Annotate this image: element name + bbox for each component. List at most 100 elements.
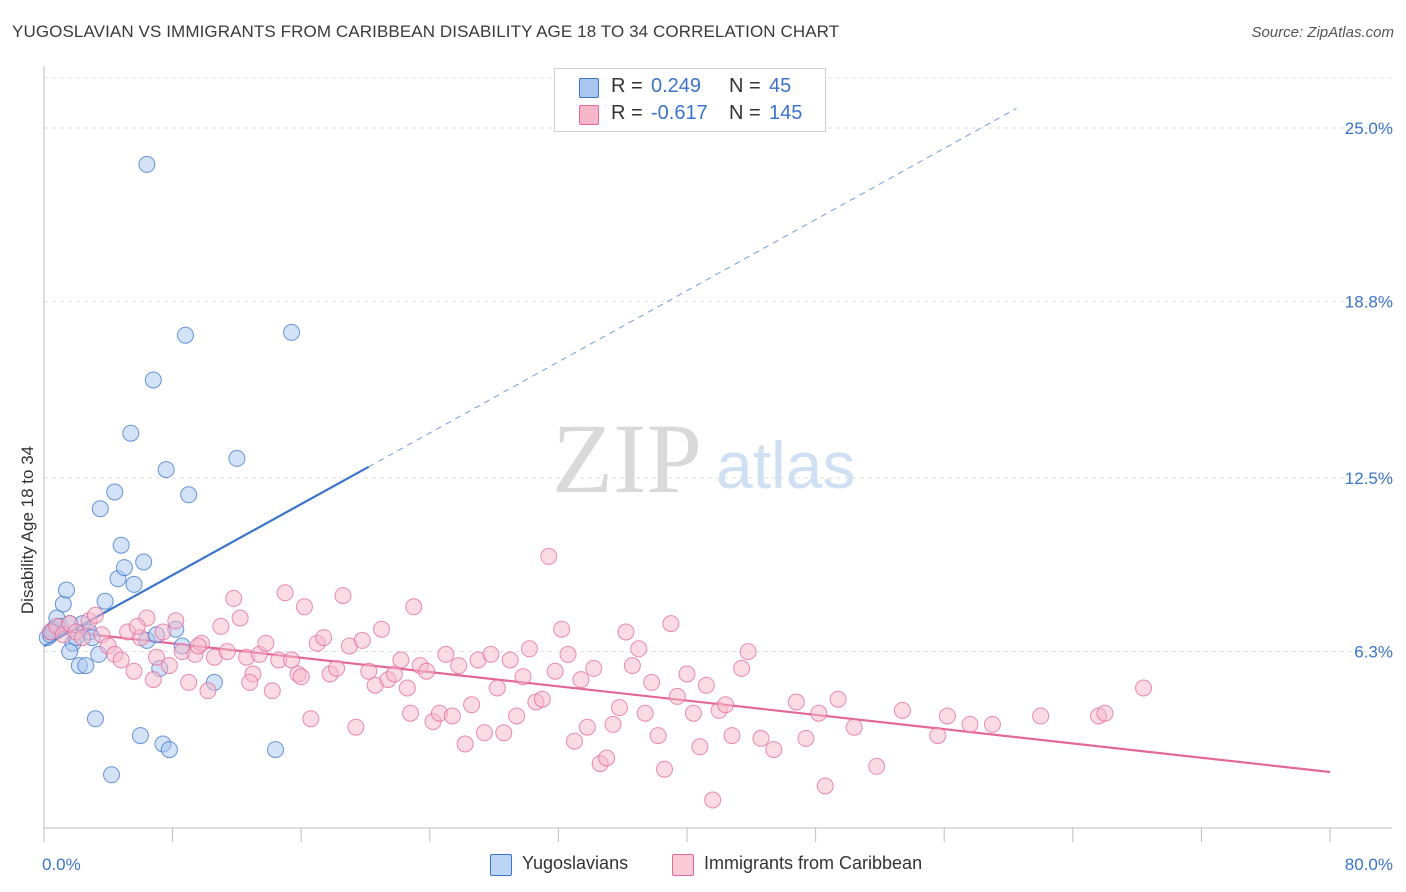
caribbean-point — [691, 738, 709, 756]
caribbean-point — [225, 589, 243, 607]
caribbean-point — [231, 609, 249, 627]
caribbean-point — [752, 729, 770, 747]
legend-r-value: 0.249 — [651, 75, 702, 97]
caribbean-point — [353, 631, 371, 649]
tick-labels: 6.3% 12.5% 18.8% 25.0% 0.0% 80.0% — [42, 119, 1393, 874]
caribbean-point — [315, 629, 333, 647]
caribbean-point — [585, 659, 603, 677]
caribbean-point — [668, 687, 686, 705]
yugoslavian-point — [131, 727, 149, 745]
caribbean-point — [257, 634, 275, 652]
caribbean-point — [868, 757, 886, 775]
watermark-atlas: atlas — [716, 428, 855, 502]
x-tick-label-end: 80.0% — [1345, 855, 1393, 874]
yugoslavian-point — [86, 710, 104, 728]
caribbean-point — [1096, 704, 1114, 722]
caribbean-point — [983, 715, 1001, 733]
y-tick-label: 18.8% — [1345, 293, 1393, 312]
yugoslavian-point — [103, 766, 121, 784]
caribbean-point — [604, 715, 622, 733]
caribbean-point — [456, 735, 474, 753]
yugoslavian-point — [96, 592, 114, 610]
caribbean-point — [328, 659, 346, 677]
caribbean-point — [283, 651, 301, 669]
watermark: ZIP atlas — [552, 403, 855, 514]
yugoslavian-point — [160, 741, 178, 759]
caribbean-point — [475, 724, 493, 742]
caribbean-point — [540, 547, 558, 565]
scatter-points — [38, 155, 1153, 809]
caribbean-point — [418, 662, 436, 680]
caribbean-point — [829, 690, 847, 708]
yugoslavian-point — [61, 643, 79, 661]
caribbean-point — [508, 707, 526, 725]
yugoslavian-point — [58, 581, 76, 599]
caribbean-point — [112, 651, 130, 669]
caribbean-point — [514, 668, 532, 686]
caribbean-point — [199, 682, 217, 700]
yugoslavian-point — [283, 323, 301, 341]
stats-legend: R = 0.249 N = 45 R = -0.617 N = 145 — [554, 68, 826, 132]
caribbean-point — [787, 693, 805, 711]
caribbean-point — [655, 760, 673, 778]
caribbean-point — [559, 645, 577, 663]
caribbean-point — [704, 791, 722, 809]
gridlines — [44, 77, 1392, 653]
caribbean-point — [74, 629, 92, 647]
caribbean-point — [1032, 707, 1050, 725]
caribbean-point — [241, 673, 259, 691]
caribbean-point — [482, 645, 500, 663]
yugoslavian-point — [77, 657, 95, 675]
y-axis-label-wrap: Disability Age 18 to 34 — [16, 230, 40, 790]
caribbean-point — [643, 673, 661, 691]
legend-n-value: 145 — [769, 102, 803, 124]
yugoslavian-point — [180, 486, 198, 504]
yugoslavian-point — [91, 500, 109, 518]
bottom-legend-swatch-pink — [672, 854, 694, 876]
caribbean-point — [167, 612, 185, 630]
caribbean-point — [189, 637, 207, 655]
caribbean-point — [488, 679, 506, 697]
yugoslavian-point — [106, 483, 124, 501]
caribbean-point — [295, 598, 313, 616]
caribbean-point — [717, 696, 735, 714]
y-tick-label: 25.0% — [1345, 119, 1393, 138]
caribbean-point — [385, 665, 403, 683]
chart-source: Source: ZipAtlas.com — [1251, 24, 1394, 41]
caribbean-point — [398, 679, 416, 697]
caribbean-point — [154, 623, 172, 641]
caribbean-point — [553, 620, 571, 638]
yugoslavian-point — [228, 449, 246, 467]
yugoslavian-point — [135, 553, 153, 571]
caribbean-point — [501, 651, 519, 669]
caribbean-point — [160, 657, 178, 675]
y-tick-label: 12.5% — [1345, 469, 1393, 488]
bottom-legend-label: Immigrants from Caribbean — [704, 853, 923, 873]
caribbean-point — [893, 701, 911, 719]
yugoslavian-point — [125, 575, 143, 593]
caribbean-point — [347, 718, 365, 736]
legend-n-value: 45 — [769, 75, 792, 97]
caribbean-point — [723, 727, 741, 745]
yugoslavian-point — [112, 536, 130, 554]
caribbean-point — [302, 710, 320, 728]
caribbean-point — [495, 724, 513, 742]
caribbean-point — [630, 640, 648, 658]
caribbean-point — [334, 587, 352, 605]
caribbean-point — [128, 617, 146, 635]
caribbean-point — [360, 662, 378, 680]
y-tick-label: 6.3% — [1354, 643, 1393, 662]
caribbean-trend-line — [43, 628, 1331, 774]
caribbean-point — [450, 657, 468, 675]
caribbean-point — [765, 741, 783, 759]
caribbean-point — [623, 657, 641, 675]
yugoslavian-point — [157, 461, 175, 479]
legend-r-label: R = — [611, 102, 643, 124]
caribbean-point — [572, 671, 590, 689]
axes — [43, 66, 1392, 842]
caribbean-point — [218, 643, 236, 661]
legend-r-label: R = — [611, 75, 643, 97]
y-axis-label: Disability Age 18 to 34 — [18, 445, 37, 615]
caribbean-point — [463, 696, 481, 714]
